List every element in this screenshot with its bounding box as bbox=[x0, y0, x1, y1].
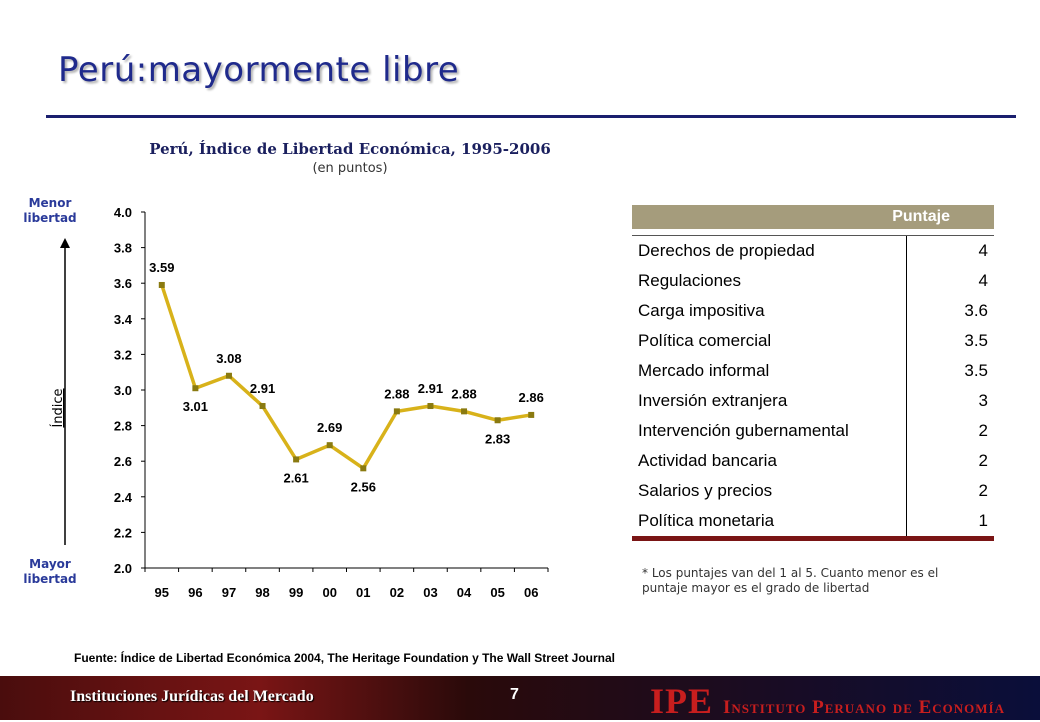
data-label: 2.56 bbox=[351, 479, 376, 494]
footer-title: Instituciones Jurídicas del Mercado bbox=[70, 688, 314, 705]
score-row-label: Actividad bancaria bbox=[638, 451, 777, 470]
x-tick-label: 02 bbox=[390, 585, 404, 600]
score-table-header: Puntaje bbox=[632, 205, 994, 229]
score-row: Política monetaria 1 bbox=[632, 506, 994, 536]
score-row-value: 3.6 bbox=[906, 296, 994, 326]
score-row-value: 1 bbox=[906, 506, 994, 536]
logo-mark: IPE bbox=[650, 681, 714, 721]
data-label: 2.88 bbox=[451, 386, 476, 401]
y-tick-label: 2.8 bbox=[114, 419, 132, 434]
score-row-label: Política comercial bbox=[638, 331, 772, 350]
score-row-label: Mercado informal bbox=[638, 361, 770, 380]
chart-title: Perú, Índice de Libertad Económica, 1995… bbox=[149, 140, 551, 158]
score-table-bottom-rule bbox=[632, 536, 994, 541]
score-row-value: 2 bbox=[906, 446, 994, 476]
score-row-value: 4 bbox=[906, 236, 994, 266]
y-axis-title: Índice bbox=[50, 388, 66, 427]
score-row-value: 4 bbox=[906, 266, 994, 296]
score-row: Salarios y precios 2 bbox=[632, 476, 994, 506]
score-row-value: 3.5 bbox=[906, 356, 994, 386]
score-row-value: 3 bbox=[906, 386, 994, 416]
x-tick-label: 01 bbox=[356, 585, 370, 600]
y-tick-label: 2.0 bbox=[114, 561, 132, 576]
y-tick-label: 2.2 bbox=[114, 525, 132, 540]
data-label: 2.86 bbox=[519, 390, 544, 405]
score-row: Intervención gubernamental 2 bbox=[632, 416, 994, 446]
x-tick-label: 00 bbox=[322, 585, 336, 600]
data-label: 2.91 bbox=[418, 381, 443, 396]
x-tick-label: 05 bbox=[490, 585, 504, 600]
data-label: 3.01 bbox=[183, 399, 208, 414]
data-point bbox=[494, 417, 501, 424]
x-tick-label: 03 bbox=[423, 585, 437, 600]
data-point bbox=[192, 385, 199, 392]
more-freedom-label: Mayor libertad bbox=[23, 557, 77, 586]
footer-bar bbox=[0, 676, 1040, 720]
score-note: * Los puntajes van del 1 al 5. Cuanto me… bbox=[642, 566, 939, 595]
slide-title: Perú:mayormente libre bbox=[58, 50, 460, 90]
score-row: Inversión extranjera 3 bbox=[632, 386, 994, 416]
y-tick-label: 3.6 bbox=[114, 276, 132, 291]
data-label: 2.83 bbox=[485, 431, 510, 446]
series-line bbox=[160, 284, 532, 471]
data-point bbox=[360, 465, 367, 472]
page-number: 7 bbox=[510, 686, 519, 703]
x-tick-label: 06 bbox=[524, 585, 538, 600]
y-tick-label: 3.8 bbox=[114, 241, 132, 256]
y-tick-label: 2.4 bbox=[114, 490, 133, 505]
title-rule bbox=[46, 115, 1016, 118]
x-tick-label: 95 bbox=[155, 585, 169, 600]
data-point bbox=[259, 403, 266, 410]
data-label: 2.88 bbox=[384, 386, 409, 401]
ipe-logo: IPE Instituto Peruano de Economía bbox=[650, 680, 1006, 721]
score-row-label: Derechos de propiedad bbox=[638, 241, 815, 260]
data-label: 2.91 bbox=[250, 381, 275, 396]
data-point bbox=[427, 403, 434, 410]
x-tick-label: 96 bbox=[188, 585, 202, 600]
score-row: Mercado informal 3.5 bbox=[632, 356, 994, 386]
data-point bbox=[225, 372, 232, 379]
x-tick-label: 04 bbox=[457, 585, 472, 600]
data-label: 3.08 bbox=[216, 351, 241, 366]
logo-text: Instituto Peruano de Economía bbox=[723, 697, 1006, 718]
data-point bbox=[293, 456, 300, 463]
score-row: Regulaciones 4 bbox=[632, 266, 994, 296]
score-table: Puntaje Derechos de propiedad 4 Regulacio… bbox=[632, 205, 994, 541]
data-point bbox=[528, 411, 535, 418]
x-tick-label: 98 bbox=[255, 585, 269, 600]
score-row-label: Salarios y precios bbox=[638, 481, 773, 500]
data-point bbox=[461, 408, 468, 415]
less-freedom-label: Menor libertad bbox=[23, 196, 77, 225]
score-row: Actividad bancaria 2 bbox=[632, 446, 994, 476]
y-tick-label: 3.0 bbox=[114, 383, 132, 398]
score-table-body: Derechos de propiedad 4 Regulaciones 4 Car… bbox=[632, 235, 994, 536]
score-row-label: Regulaciones bbox=[638, 271, 742, 290]
data-label: 2.61 bbox=[283, 470, 308, 485]
chart-subtitle: (en puntos) bbox=[312, 161, 388, 176]
score-row: Carga impositiva 3.6 bbox=[632, 296, 994, 326]
score-row: Política comercial 3.5 bbox=[632, 326, 994, 356]
y-tick-label: 3.4 bbox=[114, 312, 133, 327]
score-row-label: Carga impositiva bbox=[638, 301, 765, 320]
data-point bbox=[393, 408, 400, 415]
data-label: 3.59 bbox=[149, 260, 174, 275]
score-row-label: Inversión extranjera bbox=[638, 391, 788, 410]
score-row-label: Intervención gubernamental bbox=[638, 421, 849, 440]
y-tick-label: 2.6 bbox=[114, 454, 132, 469]
y-tick-label: 4.0 bbox=[114, 205, 132, 220]
score-row-label: Política monetaria bbox=[638, 511, 775, 530]
source-note: Fuente: Índice de Libertad Económica 200… bbox=[74, 651, 615, 665]
data-point bbox=[158, 281, 165, 288]
score-row-value: 2 bbox=[906, 416, 994, 446]
score-row-value: 2 bbox=[906, 476, 994, 506]
score-row-value: 3.5 bbox=[906, 326, 994, 356]
y-tick-label: 3.2 bbox=[114, 347, 132, 362]
arrow-up-icon bbox=[60, 238, 70, 248]
data-point bbox=[326, 442, 333, 449]
data-label: 2.69 bbox=[317, 420, 342, 435]
x-tick-label: 99 bbox=[289, 585, 303, 600]
x-tick-label: 97 bbox=[222, 585, 236, 600]
score-row: Derechos de propiedad 4 bbox=[632, 236, 994, 266]
